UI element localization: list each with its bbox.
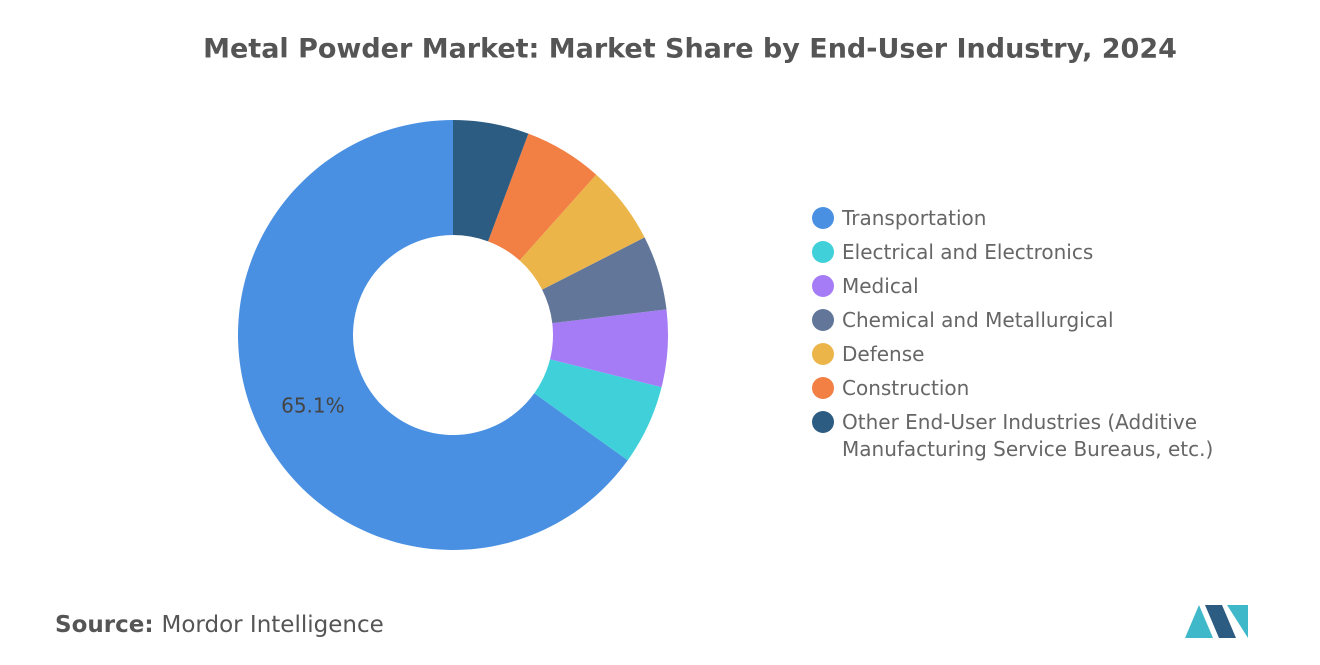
legend-label: Other End-User Industries (Additive Manu… [842,410,1214,461]
source: Source: Mordor Intelligence [55,612,384,638]
legend-label: Chemical and Metallurgical [842,308,1114,332]
chart-title: Metal Powder Market: Market Share by End… [203,34,1177,65]
legend-label: Defense [842,342,925,366]
legend-swatch [812,241,834,263]
legend-swatch [812,309,834,331]
legend-swatch [812,411,834,433]
slice [534,359,662,461]
source-label: Source: [55,612,154,638]
legend-item: Other End-User Industries (Additive Manu… [812,409,1232,463]
legend-label: Medical [842,274,919,298]
slice [542,237,667,324]
legend-swatch [812,343,834,365]
legend: Transportation Electrical and Electronics… [812,205,1232,470]
slice [519,174,645,290]
slice [453,120,529,242]
legend-item: Defense [812,341,1232,368]
legend-item: Construction [812,375,1232,402]
slice [488,133,597,261]
legend-item: Chemical and Metallurgical [812,307,1232,334]
source-text: Mordor Intelligence [161,612,384,638]
slice [550,309,668,388]
legend-swatch [812,377,834,399]
legend-item: Transportation [812,205,1232,232]
legend-label: Construction [842,376,970,400]
legend-label: Transportation [842,206,987,230]
data-label: 65.1% [281,393,345,417]
logo [1185,605,1248,638]
legend-item: Medical [812,273,1232,300]
slice [238,120,628,550]
legend-swatch [812,275,834,297]
legend-swatch [812,207,834,229]
legend-label: Electrical and Electronics [842,240,1094,264]
legend-item: Electrical and Electronics [812,239,1232,266]
